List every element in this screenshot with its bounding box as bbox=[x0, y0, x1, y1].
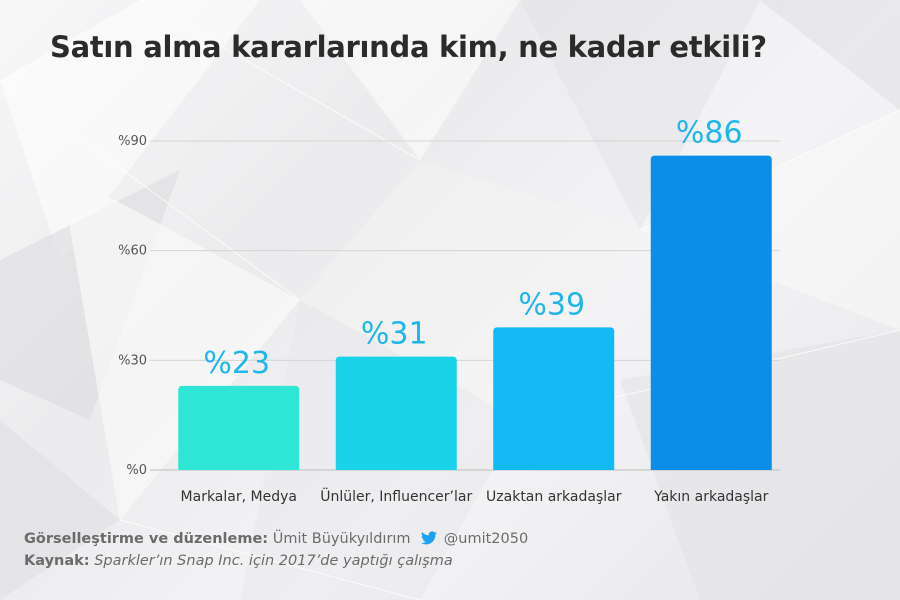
x-tick-label: Yakın arkadaşlar bbox=[653, 489, 769, 505]
y-tick-label: %0 bbox=[126, 463, 147, 478]
twitter-bird-icon bbox=[421, 531, 438, 549]
data-label: %23 bbox=[203, 346, 270, 381]
bar bbox=[178, 385, 300, 470]
value-labels: %23 %31 %39 %86 bbox=[203, 116, 742, 381]
data-label: %86 bbox=[676, 116, 743, 151]
twitter-handle[interactable]: @umit2050 bbox=[443, 531, 529, 547]
source-label: Kaynak: bbox=[24, 553, 90, 569]
source-line: Kaynak: Sparkler’ın Snap Inc. için 2017’… bbox=[24, 553, 453, 569]
bar bbox=[335, 356, 457, 470]
y-tick-label: %90 bbox=[118, 134, 147, 149]
x-tick-label: Markalar, Medya bbox=[181, 489, 297, 505]
credit-line: Görselleştirme ve düzenleme: Ümit Büyüky… bbox=[24, 531, 528, 549]
data-label: %39 bbox=[518, 287, 585, 322]
x-tick-label: Uzaktan arkadaşlar bbox=[486, 489, 622, 505]
x-tick-label: Ünlüler, Influencer’lar bbox=[320, 487, 472, 505]
source-text: Sparkler’ın Snap Inc. için 2017’de yaptı… bbox=[94, 553, 453, 569]
y-axis: %0 %30 %60 %90 bbox=[118, 134, 147, 478]
x-axis: Markalar, Medya Ünlüler, Influencer’lar Uz… bbox=[181, 487, 769, 505]
data-label: %31 bbox=[361, 317, 428, 352]
bar bbox=[650, 155, 772, 470]
y-tick-label: %30 bbox=[118, 353, 147, 368]
chart-title: Satın alma kararlarında kim, ne kadar et… bbox=[50, 30, 767, 64]
bars bbox=[178, 155, 772, 470]
bar bbox=[493, 327, 615, 470]
y-tick-label: %60 bbox=[118, 244, 147, 259]
credit-name: Ümit Büyükyıldırım bbox=[272, 531, 411, 547]
credit-label: Görselleştirme ve düzenleme: bbox=[24, 531, 269, 547]
